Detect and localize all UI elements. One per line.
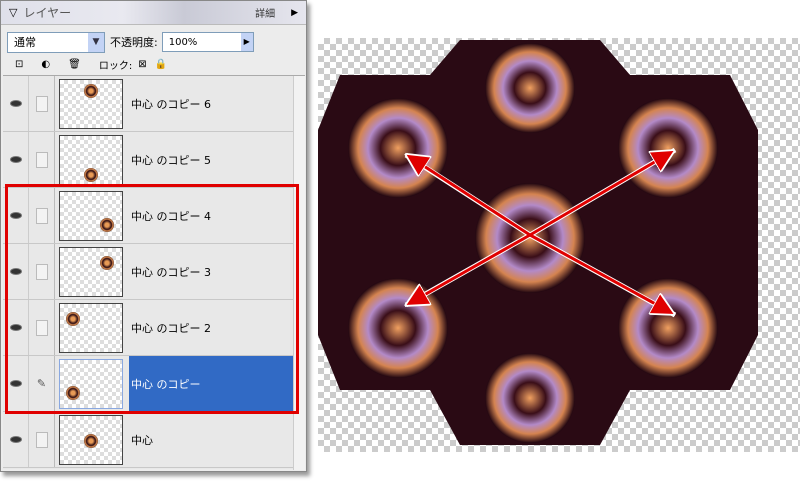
arrow-down-right	[529, 233, 670, 312]
layer-thumbnail	[59, 134, 123, 185]
kaleidoscope-pattern	[348, 43, 718, 443]
link-toggle[interactable]	[29, 132, 55, 187]
brush-icon: ✎	[36, 377, 47, 390]
chevron-down-icon[interactable]: ▼	[88, 32, 104, 52]
arrow-up-left	[410, 157, 531, 237]
collapse-icon[interactable]: ▽	[9, 6, 18, 19]
panel-titlebar[interactable]: ▽ レイヤー 詳細 ▶	[1, 1, 306, 25]
eye-icon	[9, 380, 22, 387]
layer-thumbnail	[59, 190, 123, 241]
visibility-toggle[interactable]	[3, 244, 29, 299]
more-button[interactable]: 詳細	[255, 9, 276, 20]
eye-icon	[9, 436, 22, 443]
layer-row[interactable]: 中心 のコピー 6	[3, 76, 293, 132]
layer-row[interactable]: 中心 のコピー 4	[3, 188, 293, 244]
eye-icon	[9, 268, 22, 275]
visibility-toggle[interactable]	[3, 356, 29, 411]
layer-thumbnail	[59, 302, 123, 353]
layer-name: 中心 のコピー 5	[131, 153, 211, 167]
link-toggle[interactable]	[29, 300, 55, 355]
layer-row[interactable]: 中心 のコピー 3	[3, 244, 293, 300]
layers-list: 中心 のコピー 6 中心 のコピー 5 中心 のコピー 4 中心 のコピー 3 …	[3, 75, 305, 470]
visibility-toggle[interactable]	[3, 132, 29, 187]
eye-icon	[9, 100, 22, 107]
visibility-toggle[interactable]	[3, 300, 29, 355]
layer-name: 中心	[131, 433, 153, 447]
link-toggle[interactable]	[29, 188, 55, 243]
eye-icon	[9, 212, 22, 219]
arrow-up-right	[529, 153, 670, 237]
visibility-toggle[interactable]	[3, 76, 29, 131]
layer-name: 中心 のコピー 6	[131, 97, 211, 111]
kaleidoscope-image	[318, 40, 758, 445]
layer-name: 中心 のコピー 3	[131, 265, 211, 279]
eye-icon	[9, 156, 22, 163]
opacity-value: 100%	[168, 36, 198, 48]
visibility-toggle[interactable]	[3, 188, 29, 243]
adjustment-layer-icon[interactable]: ◐	[41, 58, 51, 70]
link-toggle[interactable]	[29, 244, 55, 299]
lock-icon[interactable]: 🔒	[154, 58, 168, 70]
layer-thumbnail	[59, 78, 123, 129]
layer-thumbnail	[59, 414, 123, 465]
new-layer-icon[interactable]: ⊡	[15, 58, 24, 70]
layer-thumbnail	[59, 358, 123, 409]
blend-mode-value: 通常	[14, 36, 36, 49]
arrow-down-left	[410, 233, 531, 303]
image-canvas[interactable]	[318, 38, 800, 452]
layer-row[interactable]: 中心 のコピー 2	[3, 300, 293, 356]
opacity-slider-arrow-icon[interactable]: ▶	[240, 33, 253, 51]
layer-thumbnail	[59, 246, 123, 297]
layer-row-selected[interactable]: ✎ 中心 のコピー	[3, 356, 293, 412]
opacity-label: 不透明度:	[110, 36, 158, 49]
link-toggle[interactable]	[29, 76, 55, 131]
link-toggle[interactable]	[29, 412, 55, 467]
scrollbar[interactable]	[293, 76, 305, 470]
link-toggle[interactable]: ✎	[29, 356, 55, 411]
visibility-toggle[interactable]	[3, 412, 29, 467]
layer-row[interactable]: 中心	[3, 412, 293, 468]
eye-icon	[9, 324, 22, 331]
panel-menu-arrow-icon[interactable]: ▶	[291, 7, 298, 18]
layer-name: 中心 のコピー	[129, 356, 293, 411]
lock-transparency-icon[interactable]: ⊠	[138, 58, 147, 70]
blend-mode-select[interactable]: 通常 ▼	[7, 31, 105, 53]
trash-icon[interactable]: 🗑	[68, 58, 81, 70]
layer-name: 中心 のコピー 4	[131, 209, 211, 223]
lock-label: ロック:	[98, 60, 133, 72]
layer-row[interactable]: 中心 のコピー 5	[3, 132, 293, 188]
layer-name: 中心 のコピー 2	[131, 321, 211, 335]
layers-panel: ▽ レイヤー 詳細 ▶ 通常 ▼ 不透明度: 100% ▶ ⊡ ◐ 🗑 ロック: ⊠…	[0, 0, 307, 472]
panel-title: レイヤー	[23, 6, 72, 20]
opacity-field[interactable]: 100% ▶	[161, 32, 254, 52]
